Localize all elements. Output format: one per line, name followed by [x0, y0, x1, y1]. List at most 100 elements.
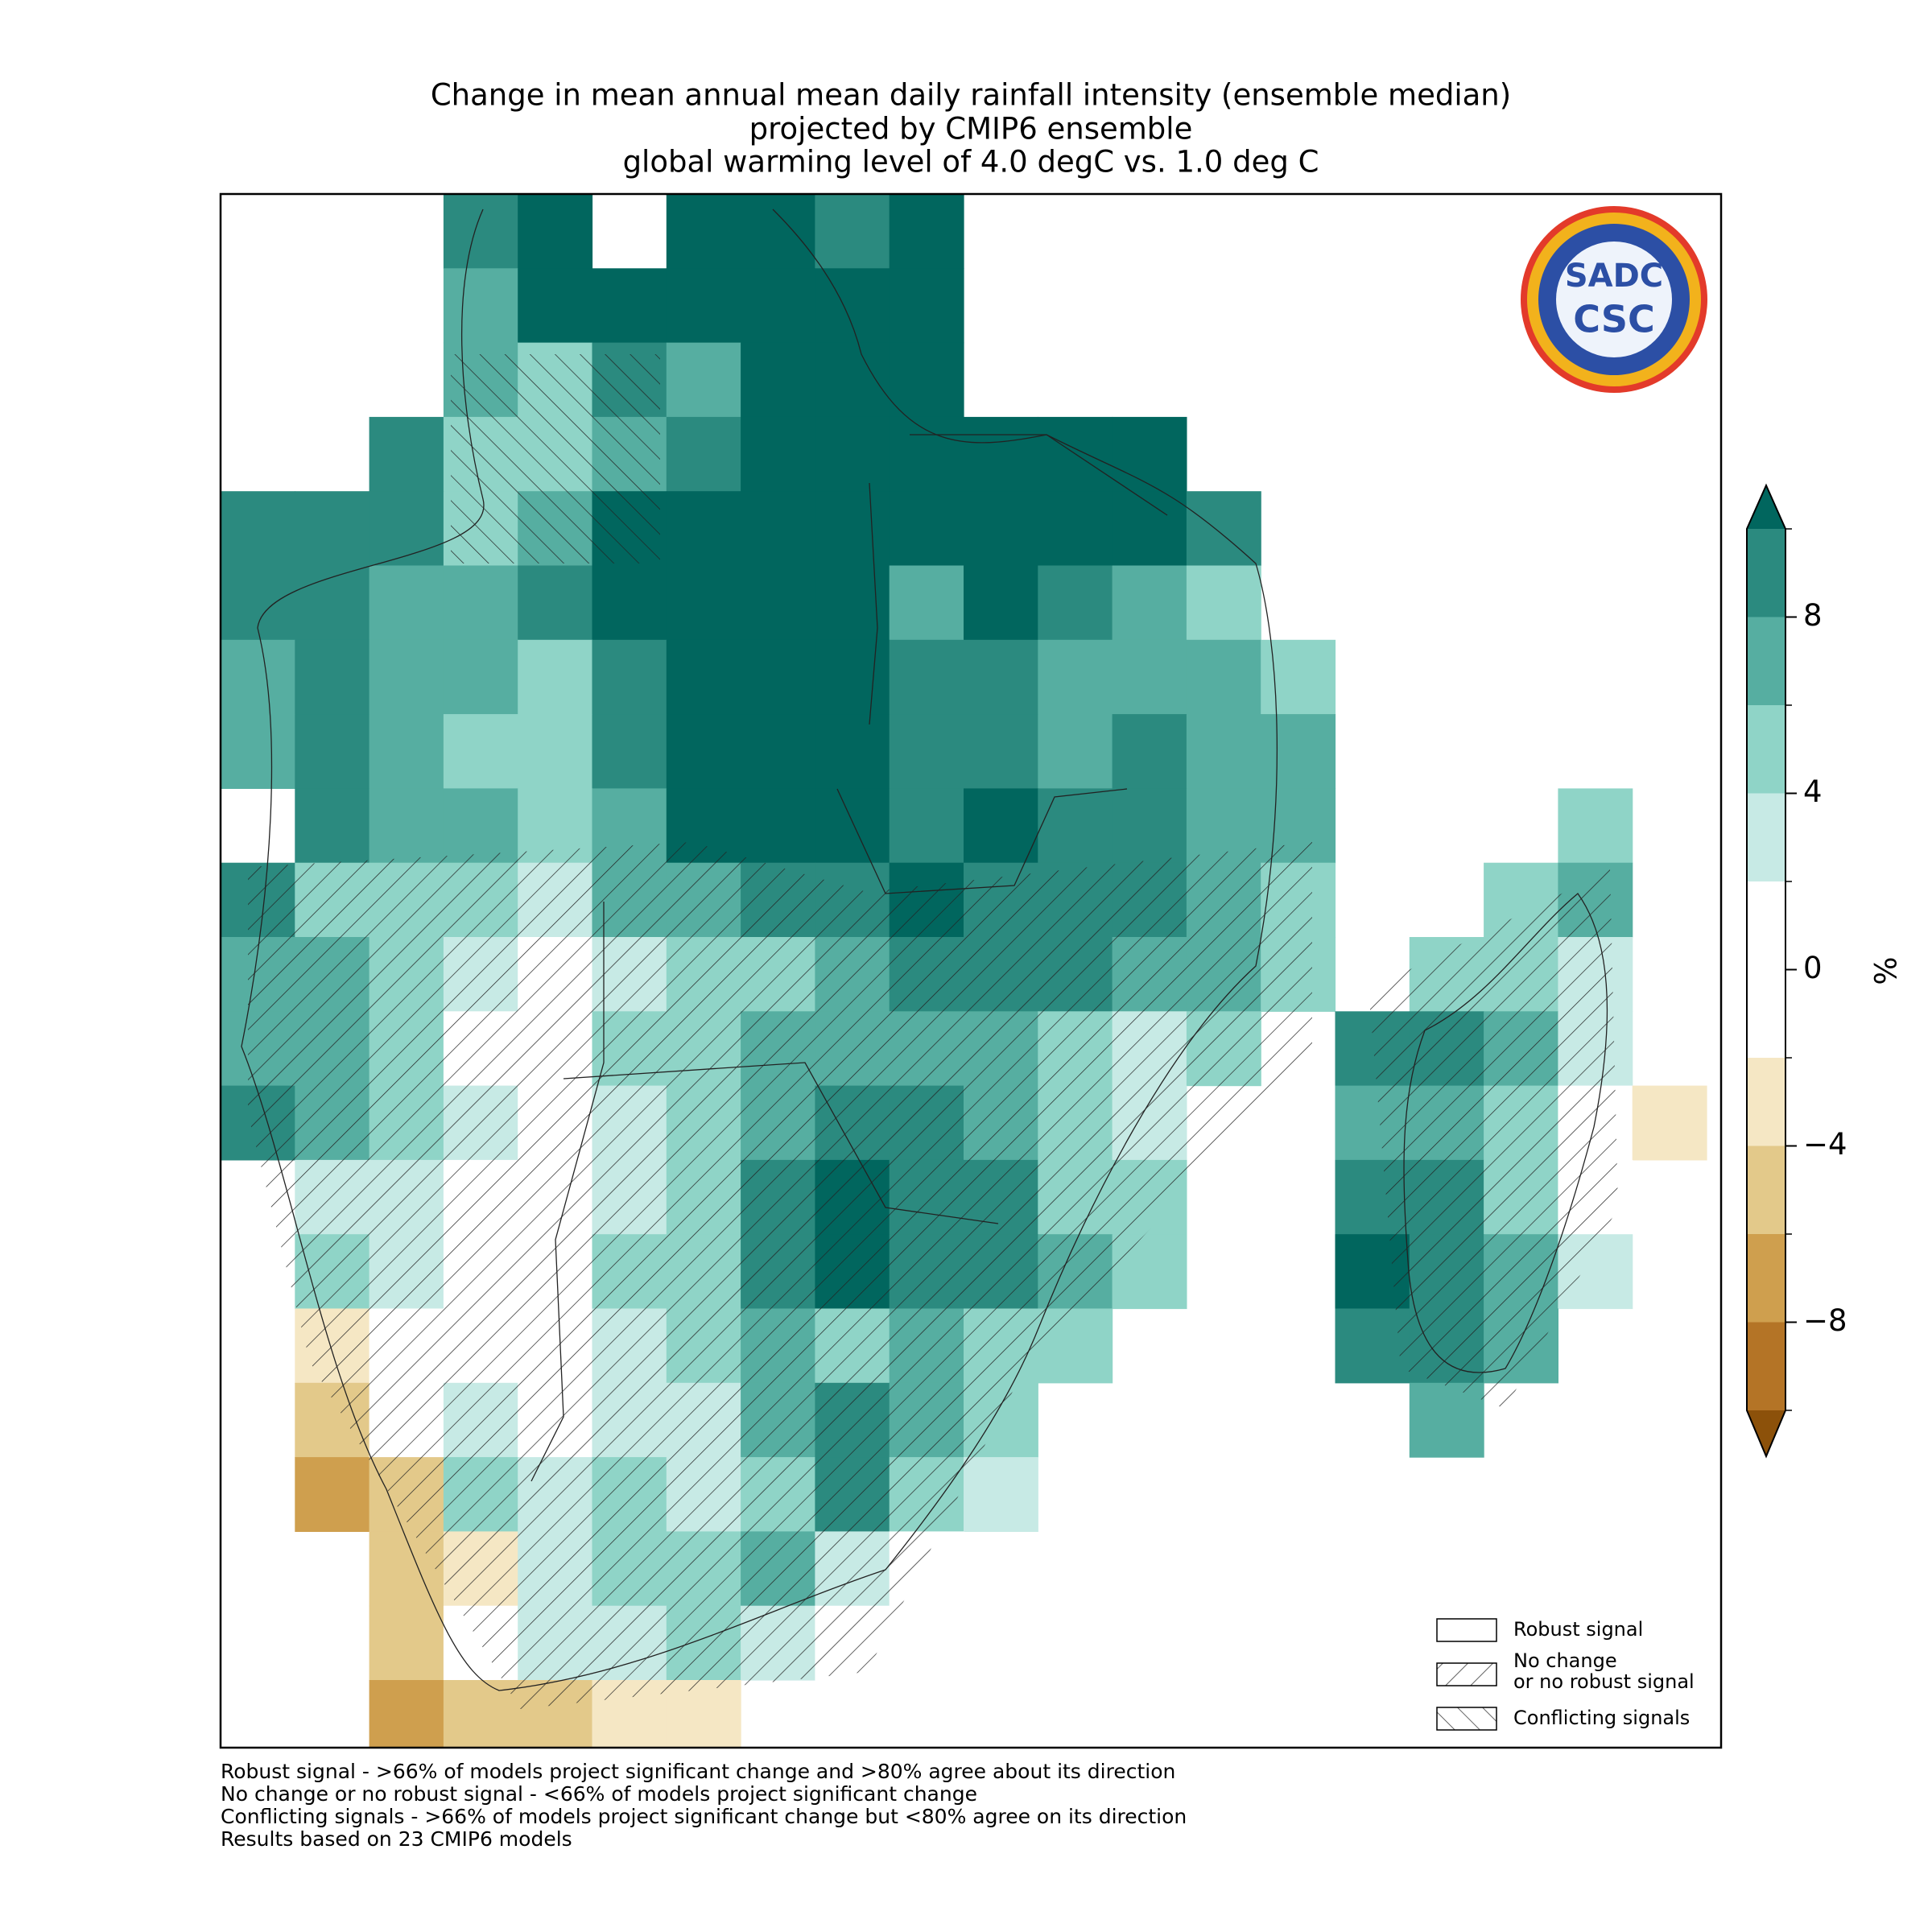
map-frame [219, 192, 1723, 1749]
map-cell [741, 639, 815, 715]
map-cell [443, 1680, 518, 1748]
map-cell [741, 491, 815, 567]
map-cell [889, 268, 964, 344]
colorbar-tick-label: −4 [1803, 1127, 1847, 1162]
map-cell [666, 714, 741, 789]
map-cell [1112, 639, 1187, 715]
map-cell [1112, 491, 1187, 567]
colorbar-extend [1747, 485, 1785, 529]
no-robust-signal-area [248, 842, 1312, 1709]
map-cell [518, 194, 593, 269]
map-cell [1261, 714, 1336, 789]
colorbar-tick-label: 0 [1803, 951, 1823, 985]
map-cell [964, 565, 1038, 641]
colorbar-label: % [1869, 956, 1904, 985]
colorbar-tick-label: 4 [1803, 774, 1823, 809]
map-cell [369, 788, 444, 864]
madagascar [1403, 893, 1608, 1373]
map-cell [815, 342, 890, 418]
map-cell [1558, 788, 1633, 864]
map-cell [889, 491, 964, 567]
map-cell [295, 788, 370, 864]
map-cell [889, 416, 964, 492]
map-cell [666, 565, 741, 641]
map-cell [666, 639, 741, 715]
map-cell [1186, 714, 1261, 789]
colorbar-segment [1747, 1058, 1785, 1146]
map-cell [741, 565, 815, 641]
map-cell [889, 714, 964, 789]
map-cell [221, 639, 295, 715]
map-cell [518, 714, 593, 789]
map-cell [369, 639, 444, 715]
map-cell [1038, 639, 1113, 715]
colorbar-tick-label: 8 [1803, 598, 1823, 633]
footnote: Conflicting signals - >66% of models pro… [221, 1805, 1187, 1828]
legend-swatch [1436, 1662, 1497, 1686]
logo-center [1556, 242, 1672, 357]
colorbar-segment [1747, 617, 1785, 705]
map-cell [1112, 416, 1187, 492]
logo-text: CSC [1573, 298, 1655, 341]
legend-label: Conflicting signals [1513, 1707, 1690, 1729]
map-cell [443, 565, 518, 641]
hatching [248, 354, 1618, 1709]
map-cell [741, 194, 815, 269]
map-cell [964, 788, 1038, 864]
map-cell [815, 416, 890, 492]
map-cell [1038, 788, 1113, 864]
map-cell [815, 565, 890, 641]
map-cell [741, 714, 815, 789]
map-cell [815, 491, 890, 567]
colorbar-segment [1747, 881, 1785, 1058]
map-cell [1186, 491, 1261, 567]
map-cell [369, 565, 444, 641]
colorbar-segment [1747, 705, 1785, 794]
colorbar-segment [1747, 793, 1785, 881]
map-cell [666, 268, 741, 344]
map-cell [221, 714, 295, 789]
colorbar-segment [1747, 1146, 1785, 1234]
map-cell [741, 268, 815, 344]
map-cell [741, 788, 815, 864]
colorbar: −8 −4 0 4 8 [1746, 483, 1847, 1459]
map-cell [1186, 565, 1261, 641]
map-cell [592, 268, 667, 344]
map-cell [666, 342, 741, 418]
map-cell [1038, 565, 1113, 641]
logo: SADC CSC [1521, 206, 1707, 393]
title-line: global warming level of 4.0 degC vs. 1.0… [623, 145, 1319, 180]
legend-swatch [1436, 1618, 1497, 1642]
no-robust-signal-area [1368, 869, 1618, 1409]
map-cell [1038, 714, 1113, 789]
legend-swatch [1436, 1707, 1497, 1731]
conflicting-signals-area [451, 354, 660, 564]
map-cell [815, 714, 890, 789]
logo-text: SADC [1565, 258, 1663, 295]
map-cell [369, 491, 444, 567]
footnote: Results based on 23 CMIP6 models [221, 1827, 572, 1851]
map-cell [295, 565, 370, 641]
country-borders [241, 208, 1608, 1691]
map-cell [741, 416, 815, 492]
legend-label: or no robust signal [1513, 1670, 1695, 1693]
map-cell [295, 491, 370, 567]
map-cell [443, 194, 518, 269]
map-cell [295, 1457, 370, 1532]
map-cell [443, 788, 518, 864]
map-cell [221, 491, 295, 567]
legend: Robust signal No change or no robust sig… [1436, 1618, 1695, 1731]
map-cell [964, 639, 1038, 715]
title-line: projected by CMIP6 ensemble [749, 112, 1193, 147]
map-cell [295, 639, 370, 715]
map-cell [889, 565, 964, 641]
colorbar-tick-label: −8 [1803, 1303, 1847, 1338]
map-cell [369, 416, 444, 492]
map-cell [369, 1605, 444, 1681]
map-cell [815, 639, 890, 715]
legend-label: No change [1513, 1649, 1617, 1672]
map-cell [1112, 788, 1187, 864]
title-line: Change in mean annual mean daily rainfal… [431, 78, 1511, 113]
map-cell [1038, 491, 1113, 567]
map-cell [1632, 1085, 1707, 1161]
